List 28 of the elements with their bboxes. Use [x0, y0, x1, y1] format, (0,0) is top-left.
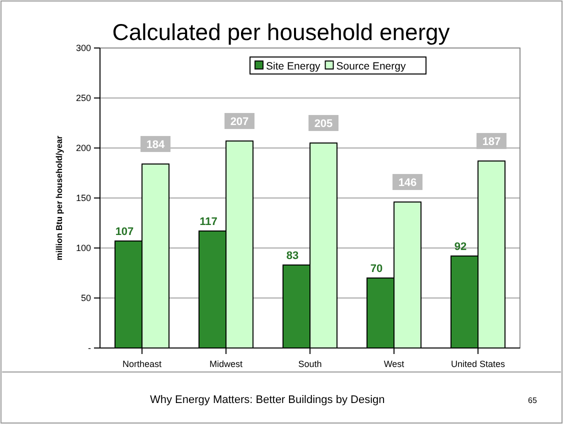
- y-tick-label: 200: [76, 142, 91, 153]
- y-tick-label: 50: [80, 292, 91, 303]
- data-label: 92: [454, 241, 467, 253]
- data-label: 146: [398, 177, 417, 189]
- y-tick-label: -: [88, 342, 91, 353]
- data-label: 107: [115, 226, 134, 238]
- data-label: 184: [146, 139, 166, 151]
- legend-label: Source Energy: [336, 60, 406, 72]
- y-axis-title: million Btu per household/year: [54, 134, 64, 260]
- data-label: 117: [200, 216, 218, 228]
- y-tick-label: 100: [76, 242, 91, 253]
- data-label: 187: [482, 136, 501, 148]
- x-tick-label: Northeast: [122, 358, 162, 369]
- x-tick-label: West: [384, 358, 405, 369]
- chart-title: Calculated per household energy: [112, 19, 450, 45]
- y-tick-label: 150: [76, 192, 91, 203]
- data-label: 207: [230, 116, 249, 128]
- data-label: 205: [314, 118, 333, 130]
- y-tick-label: 250: [76, 92, 91, 103]
- text: 65: [528, 396, 538, 405]
- x-tick-label: South: [298, 358, 322, 369]
- data-label: 70: [370, 263, 383, 275]
- y-tick-label: 300: [76, 42, 91, 53]
- data-label: 83: [286, 250, 299, 262]
- x-tick-label: United States: [450, 358, 506, 369]
- legend-label: Site Energy: [266, 60, 322, 72]
- x-tick-label: Midwest: [209, 358, 243, 369]
- text: Why Energy Matters: Better Buildings by Design: [150, 394, 385, 406]
